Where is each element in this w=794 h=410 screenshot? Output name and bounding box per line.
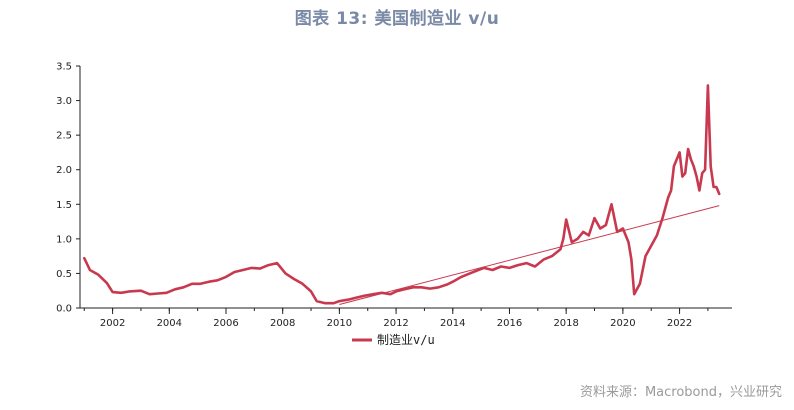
source-note: 资料来源：Macrobond，兴业研究 bbox=[579, 385, 782, 400]
chart-axes: 0.0 0.5 1.0 1.5 2.0 2.5 3.0 3.5 2002 2004 2006 2008… bbox=[56, 62, 732, 329]
trend-line bbox=[339, 205, 720, 306]
x-tick-label: 2018 bbox=[553, 318, 578, 329]
chart-title: 图表 13: 美国制造业 v/u bbox=[294, 9, 500, 29]
x-tick-label: 2002 bbox=[100, 318, 125, 329]
y-tick-label: 2.5 bbox=[56, 131, 72, 142]
legend-label: 制造业v/u bbox=[377, 333, 435, 347]
y-tick-label: 1.5 bbox=[56, 200, 72, 211]
x-tick-label: 2016 bbox=[497, 318, 522, 329]
y-tick-label: 3.0 bbox=[56, 96, 72, 107]
chart-legend: 制造业v/u bbox=[352, 333, 435, 347]
y-tick-label: 0.5 bbox=[56, 269, 72, 280]
series-line bbox=[83, 84, 721, 305]
x-tick-label: 2006 bbox=[213, 318, 238, 329]
y-tick-label: 2.0 bbox=[56, 165, 72, 176]
y-tick-label: 0.0 bbox=[56, 304, 72, 315]
x-tick-label: 2014 bbox=[440, 318, 465, 329]
plot-area bbox=[83, 84, 721, 306]
x-tick-label: 2008 bbox=[270, 318, 295, 329]
y-tick-label: 3.5 bbox=[56, 62, 72, 73]
x-tick-label: 2012 bbox=[383, 318, 408, 329]
x-tick-label: 2020 bbox=[610, 318, 635, 329]
x-tick-label: 2004 bbox=[157, 318, 182, 329]
x-tick-label: 2010 bbox=[327, 318, 352, 329]
x-tick-label: 2022 bbox=[667, 318, 692, 329]
y-tick-label: 1.0 bbox=[56, 234, 72, 245]
